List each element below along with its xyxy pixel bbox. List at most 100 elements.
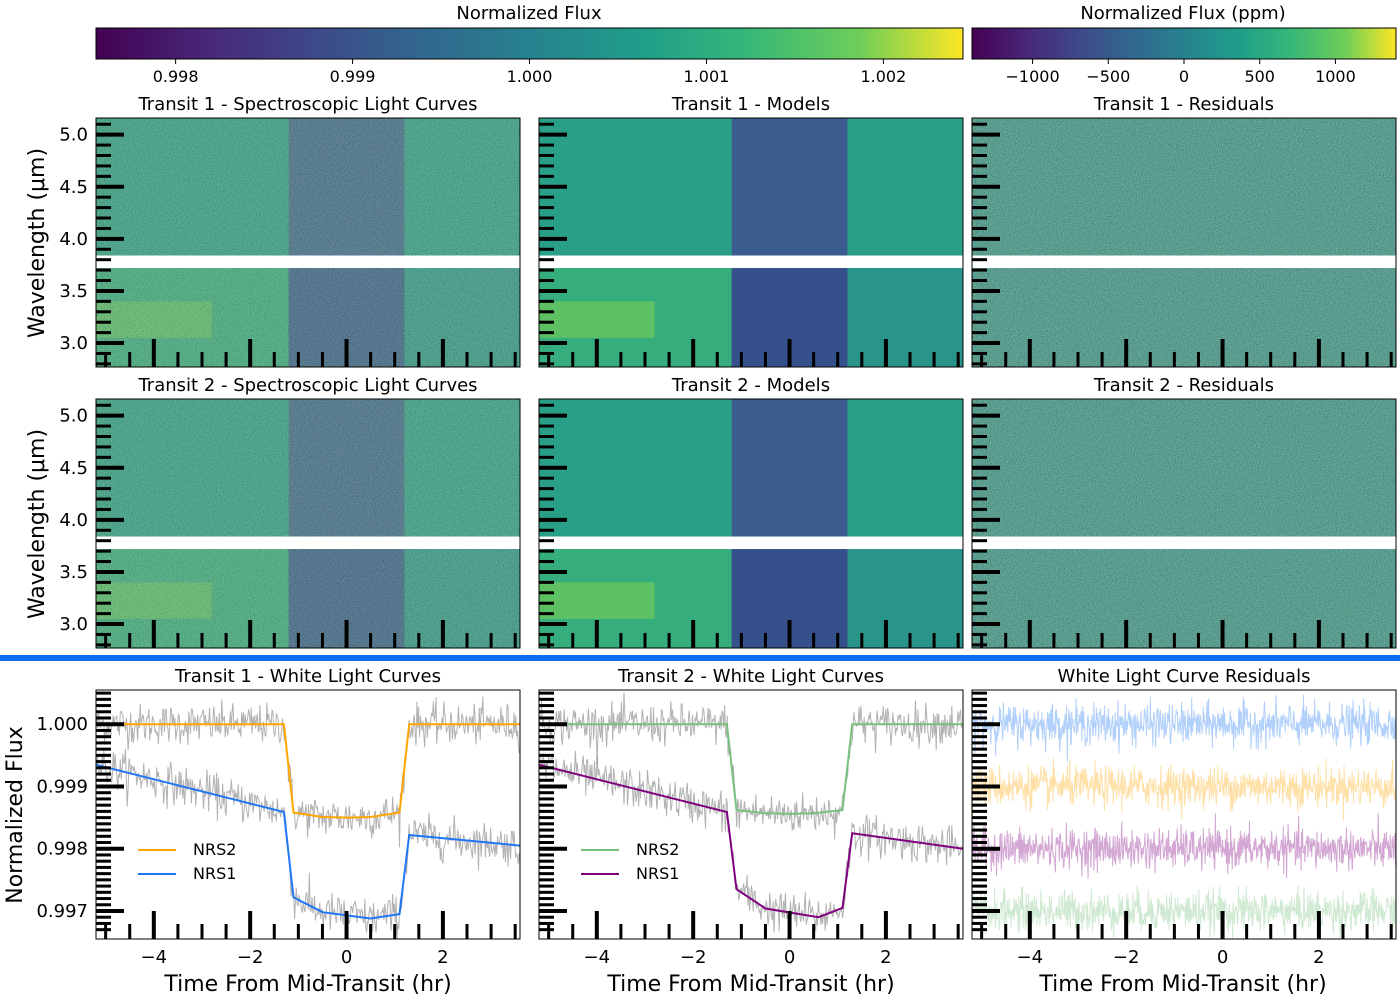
wlc-xlabel-1: Time From Mid-Transit (hr) bbox=[163, 972, 451, 997]
heatmap-ytick-label: 4.5 bbox=[59, 458, 88, 479]
heatmap-noise bbox=[972, 118, 1396, 367]
wlc-model-line bbox=[96, 723, 520, 819]
heatmap-noise bbox=[96, 118, 520, 367]
heatmap-frame bbox=[538, 398, 964, 649]
wlc-frame bbox=[971, 689, 1397, 940]
section-divider bbox=[0, 655, 1400, 661]
wlc-ytick-label: 0.998 bbox=[36, 839, 88, 860]
wlc-model-line bbox=[539, 763, 963, 919]
legend-label: NRS1 bbox=[193, 864, 236, 883]
residual-points bbox=[972, 812, 1396, 879]
wlc-title: White Light Curve Residuals bbox=[1058, 666, 1311, 687]
wlc-frame bbox=[95, 689, 521, 940]
legend-label: NRS2 bbox=[193, 840, 236, 859]
wlc-panel: NRS2 NRS1 Transit 2 - White Light Curves −4… bbox=[538, 666, 964, 968]
colorbar-tick-label: 500 bbox=[1244, 67, 1275, 86]
colorbar-tick-label: −500 bbox=[1086, 67, 1130, 86]
heatmap-title: Transit 1 - Spectroscopic Light Curves bbox=[137, 94, 477, 115]
wlc-data-points bbox=[96, 696, 520, 848]
colorbar-flux-gradient bbox=[95, 27, 964, 60]
heatmap-frame bbox=[95, 117, 521, 368]
heatmap-gap bbox=[96, 536, 520, 550]
heatmap-ytick-label: 3.0 bbox=[59, 333, 88, 354]
heatmap-frame bbox=[971, 398, 1397, 649]
wlc-ytick-label: 0.997 bbox=[36, 901, 88, 922]
wlc-frame bbox=[538, 689, 964, 940]
colorbar-tick-label: −1000 bbox=[1006, 67, 1060, 86]
heatmap-gap bbox=[972, 536, 1396, 550]
heatmap-title: Transit 2 - Models bbox=[671, 375, 830, 396]
wlc-xtick-label: 2 bbox=[1313, 947, 1324, 968]
colorbar-flux: Normalized Flux 0.998 0.999 1.000 1.001 1.00… bbox=[95, 3, 964, 86]
wlc-xtick-label: −4 bbox=[1017, 947, 1044, 968]
colorbar-flux-label: Normalized Flux bbox=[456, 3, 602, 24]
wlc-background bbox=[539, 690, 963, 939]
heatmap-ytick-label: 5.0 bbox=[59, 406, 88, 427]
colorbar-tick-label: 1000 bbox=[1315, 67, 1356, 86]
wlc-plot-area bbox=[539, 692, 963, 933]
wlc-xtick-label: −4 bbox=[584, 947, 611, 968]
heatmap-panel: Transit 2 - Spectroscopic Light Curves 3.… bbox=[59, 375, 521, 649]
wlc-ytick-label: 1.000 bbox=[36, 714, 88, 735]
wlc-xlabel-3: Time From Mid-Transit (hr) bbox=[1038, 972, 1326, 997]
colorbar-tick-label: 1.000 bbox=[507, 67, 553, 86]
wlc-xtick-label: −2 bbox=[237, 947, 264, 968]
heatmap-ytick-label: 5.0 bbox=[59, 125, 88, 146]
colorbar-ppm-gradient bbox=[971, 27, 1397, 60]
heatmap-ytick-label: 3.5 bbox=[59, 281, 88, 302]
heatmap-panel: Transit 2 - Models bbox=[538, 375, 964, 649]
wlc-panel: NRS2 NRS1 Transit 1 - White Light Curves 0.… bbox=[36, 666, 521, 968]
wlc-xtick-label: 2 bbox=[880, 947, 891, 968]
heatmap-frame bbox=[538, 117, 964, 368]
colorbar-tick-label: 0.998 bbox=[153, 67, 199, 86]
heatmap-frame bbox=[95, 398, 521, 649]
wlc-xtick-label: −2 bbox=[1113, 947, 1140, 968]
heatmap-ytick-label: 3.0 bbox=[59, 614, 88, 635]
wlc-panel: White Light Curve Residuals −4 −2 0 2 bbox=[971, 666, 1397, 968]
heatmap-post-dim bbox=[847, 268, 963, 367]
heatmap-ytick-label: 4.0 bbox=[59, 510, 88, 531]
heatmap-panel: Transit 1 - Models bbox=[538, 94, 964, 368]
colorbar-tick-label: 1.001 bbox=[684, 67, 730, 86]
heatmap-grid: Transit 1 - Spectroscopic Light Curves 3.… bbox=[59, 94, 1397, 649]
heatmap-ytick-label: 3.5 bbox=[59, 562, 88, 583]
wlc-xtick-label: −2 bbox=[680, 947, 707, 968]
legend-label: NRS2 bbox=[636, 840, 679, 859]
heatmap-title: Transit 1 - Residuals bbox=[1093, 94, 1274, 115]
legend-label: NRS1 bbox=[636, 864, 679, 883]
heatmap-ylabel-top: Wavelength (μm) bbox=[25, 148, 50, 338]
colorbar-ppm-ticks: −1000 −500 0 500 1000 bbox=[1006, 59, 1356, 86]
wlc-model-line bbox=[539, 723, 963, 815]
residual-points bbox=[972, 694, 1396, 762]
heatmap-gap bbox=[539, 536, 963, 550]
heatmap-title: Transit 2 - Residuals bbox=[1093, 375, 1274, 396]
heatmap-panel: Transit 1 - Spectroscopic Light Curves 3.… bbox=[59, 94, 521, 368]
residual-points bbox=[972, 757, 1396, 821]
wlc-xlabel-2: Time From Mid-Transit (hr) bbox=[606, 972, 894, 997]
colorbar-ppm-label: Normalized Flux (ppm) bbox=[1080, 3, 1285, 24]
wlc-xtick-label: 0 bbox=[341, 947, 352, 968]
wlc-xtick-label: 0 bbox=[784, 947, 795, 968]
heatmap-ramp-bright bbox=[539, 582, 655, 619]
white-light-curves: NRS2 NRS1 Transit 1 - White Light Curves 0.… bbox=[36, 666, 1397, 968]
heatmap-frame bbox=[971, 117, 1397, 368]
colorbar-ppm: Normalized Flux (ppm) −1000 −500 0 500 1000 bbox=[971, 3, 1397, 86]
heatmap-gap bbox=[972, 255, 1396, 269]
heatmap-ytick-label: 4.0 bbox=[59, 229, 88, 250]
heatmap-post-dim bbox=[847, 549, 963, 648]
colorbar-flux-ticks: 0.998 0.999 1.000 1.001 1.002 bbox=[153, 59, 906, 86]
wlc-data-points bbox=[539, 692, 963, 840]
heatmap-gap bbox=[96, 255, 520, 269]
heatmap-ylabel-bottom: Wavelength (μm) bbox=[25, 429, 50, 619]
colorbar-tick-label: 0.999 bbox=[330, 67, 376, 86]
heatmap-title: Transit 2 - Spectroscopic Light Curves bbox=[137, 375, 477, 396]
heatmap-gap bbox=[539, 255, 963, 269]
heatmap-panel: Transit 1 - Residuals bbox=[971, 94, 1397, 368]
residual-points bbox=[972, 885, 1396, 939]
wlc-xtick-label: −4 bbox=[141, 947, 168, 968]
wlc-ytick-label: 0.999 bbox=[36, 776, 88, 797]
wlc-title: Transit 1 - White Light Curves bbox=[174, 666, 441, 687]
heatmap-title: Transit 1 - Models bbox=[671, 94, 830, 115]
wlc-xtick-label: 0 bbox=[1217, 947, 1228, 968]
